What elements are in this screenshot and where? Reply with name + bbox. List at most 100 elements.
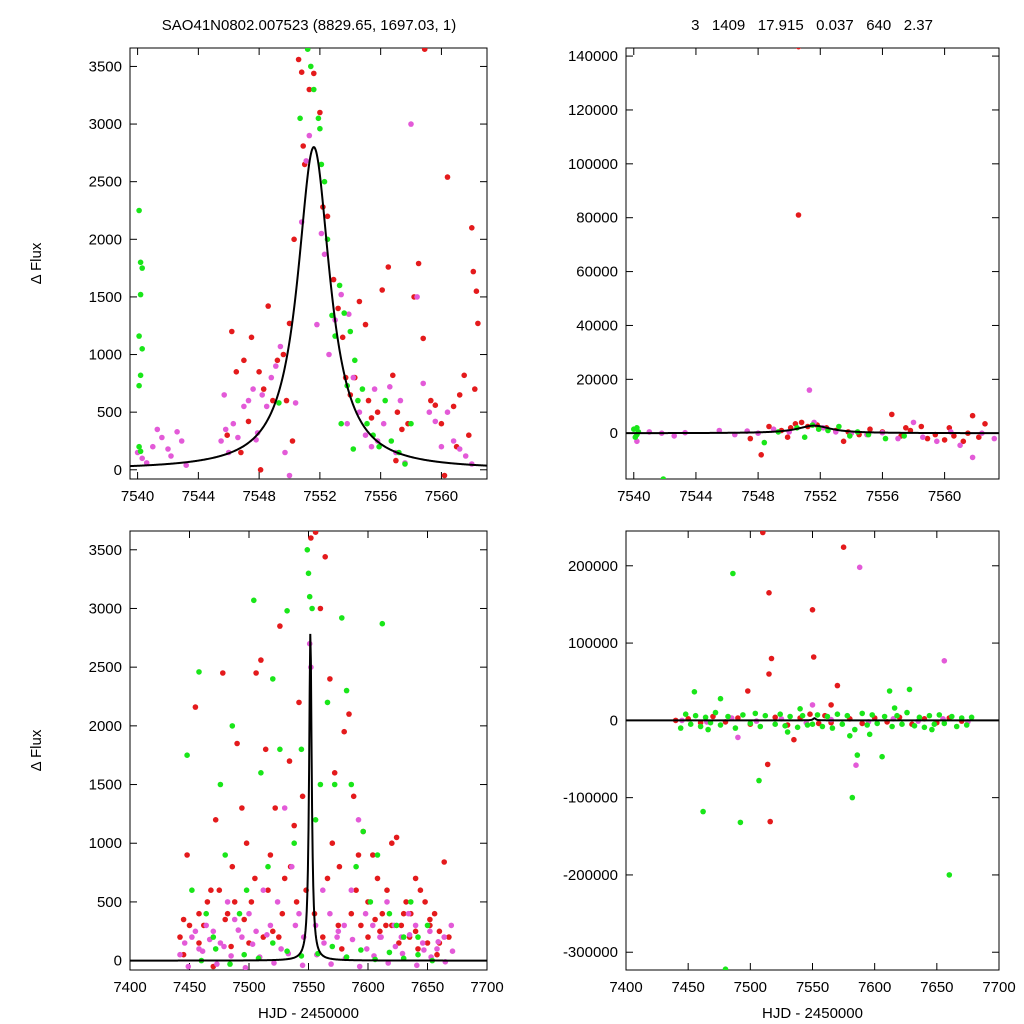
data-point-green — [277, 746, 283, 753]
data-point-green — [270, 940, 276, 946]
data-point-red — [767, 818, 773, 825]
data-point-magenta — [250, 386, 256, 392]
data-point-green — [926, 712, 933, 719]
data-point-red — [766, 671, 772, 677]
data-point-magenta — [671, 433, 677, 439]
data-point-red — [241, 916, 247, 923]
data-point-magenta — [370, 922, 376, 929]
data-point-green — [717, 722, 724, 728]
y-axis-label: Δ Flux — [28, 729, 45, 771]
data-point-magenta — [735, 734, 741, 741]
data-point-red — [918, 423, 925, 430]
figure-title: SAO41N0802.007523 (8829.65, 1697.03, 1) — [162, 17, 456, 34]
data-point-red — [208, 887, 214, 893]
data-point-red — [245, 418, 252, 425]
data-point-green — [348, 781, 355, 788]
data-point-green — [309, 605, 315, 612]
data-point-magenta — [444, 409, 451, 416]
data-point-magenta — [405, 910, 412, 917]
data-point-green — [740, 712, 746, 718]
x-tick-label: 7560 — [425, 488, 458, 505]
data-point-magenta — [384, 899, 390, 905]
data-point-red — [859, 720, 865, 727]
data-point-red — [248, 334, 255, 341]
data-point-red — [960, 438, 967, 445]
data-point-magenta — [420, 380, 427, 387]
data-point-magenta — [368, 443, 375, 450]
data-point-red — [283, 397, 290, 404]
data-point-magenta — [235, 927, 242, 933]
data-point-magenta — [239, 934, 245, 940]
data-point-red — [224, 910, 231, 917]
data-point-green — [722, 966, 729, 970]
data-point-red — [295, 56, 302, 63]
data-point-green — [874, 720, 880, 727]
y-tick-label: 3000 — [89, 600, 122, 617]
data-point-red — [362, 321, 369, 328]
data-point-green — [836, 423, 842, 430]
data-point-red — [270, 928, 276, 935]
data-point-green — [241, 951, 247, 958]
data-point-green — [136, 443, 142, 450]
data-point-magenta — [348, 887, 355, 893]
data-point-green — [809, 721, 816, 727]
data-point-red — [265, 887, 271, 893]
data-point-red — [399, 426, 405, 433]
data-point-magenta — [957, 442, 963, 449]
data-point-magenta — [441, 934, 448, 940]
data-point-magenta — [334, 934, 340, 940]
data-point-green — [756, 777, 762, 784]
data-point-green — [139, 346, 145, 352]
data-point-red — [473, 288, 480, 295]
data-point-green — [304, 547, 311, 553]
data-point-red — [180, 916, 187, 923]
data-point-magenta — [327, 910, 333, 917]
data-point-green — [784, 729, 791, 735]
data-point-green — [881, 713, 888, 720]
data-point-magenta — [414, 294, 420, 300]
x-tick-label: 7550 — [796, 979, 829, 996]
data-point-red — [809, 607, 816, 613]
data-point-green — [799, 712, 806, 719]
data-point-red — [224, 432, 230, 439]
data-point-green — [137, 291, 144, 298]
data-point-magenta — [364, 946, 370, 952]
data-point-green — [687, 721, 694, 727]
data-points — [177, 531, 456, 970]
data-point-green — [852, 726, 858, 733]
data-point-red — [374, 409, 381, 416]
data-point-red — [324, 875, 331, 882]
y-tick-label: 1000 — [89, 347, 122, 364]
data-point-green — [787, 713, 793, 720]
data-point-green — [916, 714, 923, 721]
data-point-red — [277, 623, 283, 629]
model-curve — [130, 633, 487, 962]
data-point-magenta — [139, 455, 145, 462]
data-point-green — [210, 934, 217, 940]
data-point-green — [212, 946, 219, 952]
data-point-green — [353, 863, 359, 870]
y-tick-label: -300000 — [563, 944, 618, 961]
y-tick-label: 2000 — [89, 231, 122, 248]
data-point-green — [737, 819, 744, 826]
data-point-red — [377, 928, 383, 935]
data-point-red — [272, 805, 279, 811]
data-point-magenta — [387, 384, 393, 390]
x-tick-label: 7600 — [351, 979, 384, 996]
data-point-red — [412, 928, 419, 935]
data-point-red — [281, 875, 288, 882]
data-point-green — [350, 446, 357, 452]
data-point-magenta — [856, 564, 863, 571]
data-point-green — [258, 770, 264, 776]
data-point-green — [691, 689, 698, 695]
data-point-magenta — [154, 426, 161, 433]
data-point-green — [317, 781, 324, 788]
data-point-red — [415, 946, 421, 952]
data-point-magenta — [456, 446, 463, 452]
data-point-magenta — [920, 434, 926, 441]
data-point-red — [745, 688, 751, 694]
data-point-red — [252, 875, 258, 882]
data-point-magenta — [448, 922, 455, 929]
data-point-green — [899, 721, 905, 727]
